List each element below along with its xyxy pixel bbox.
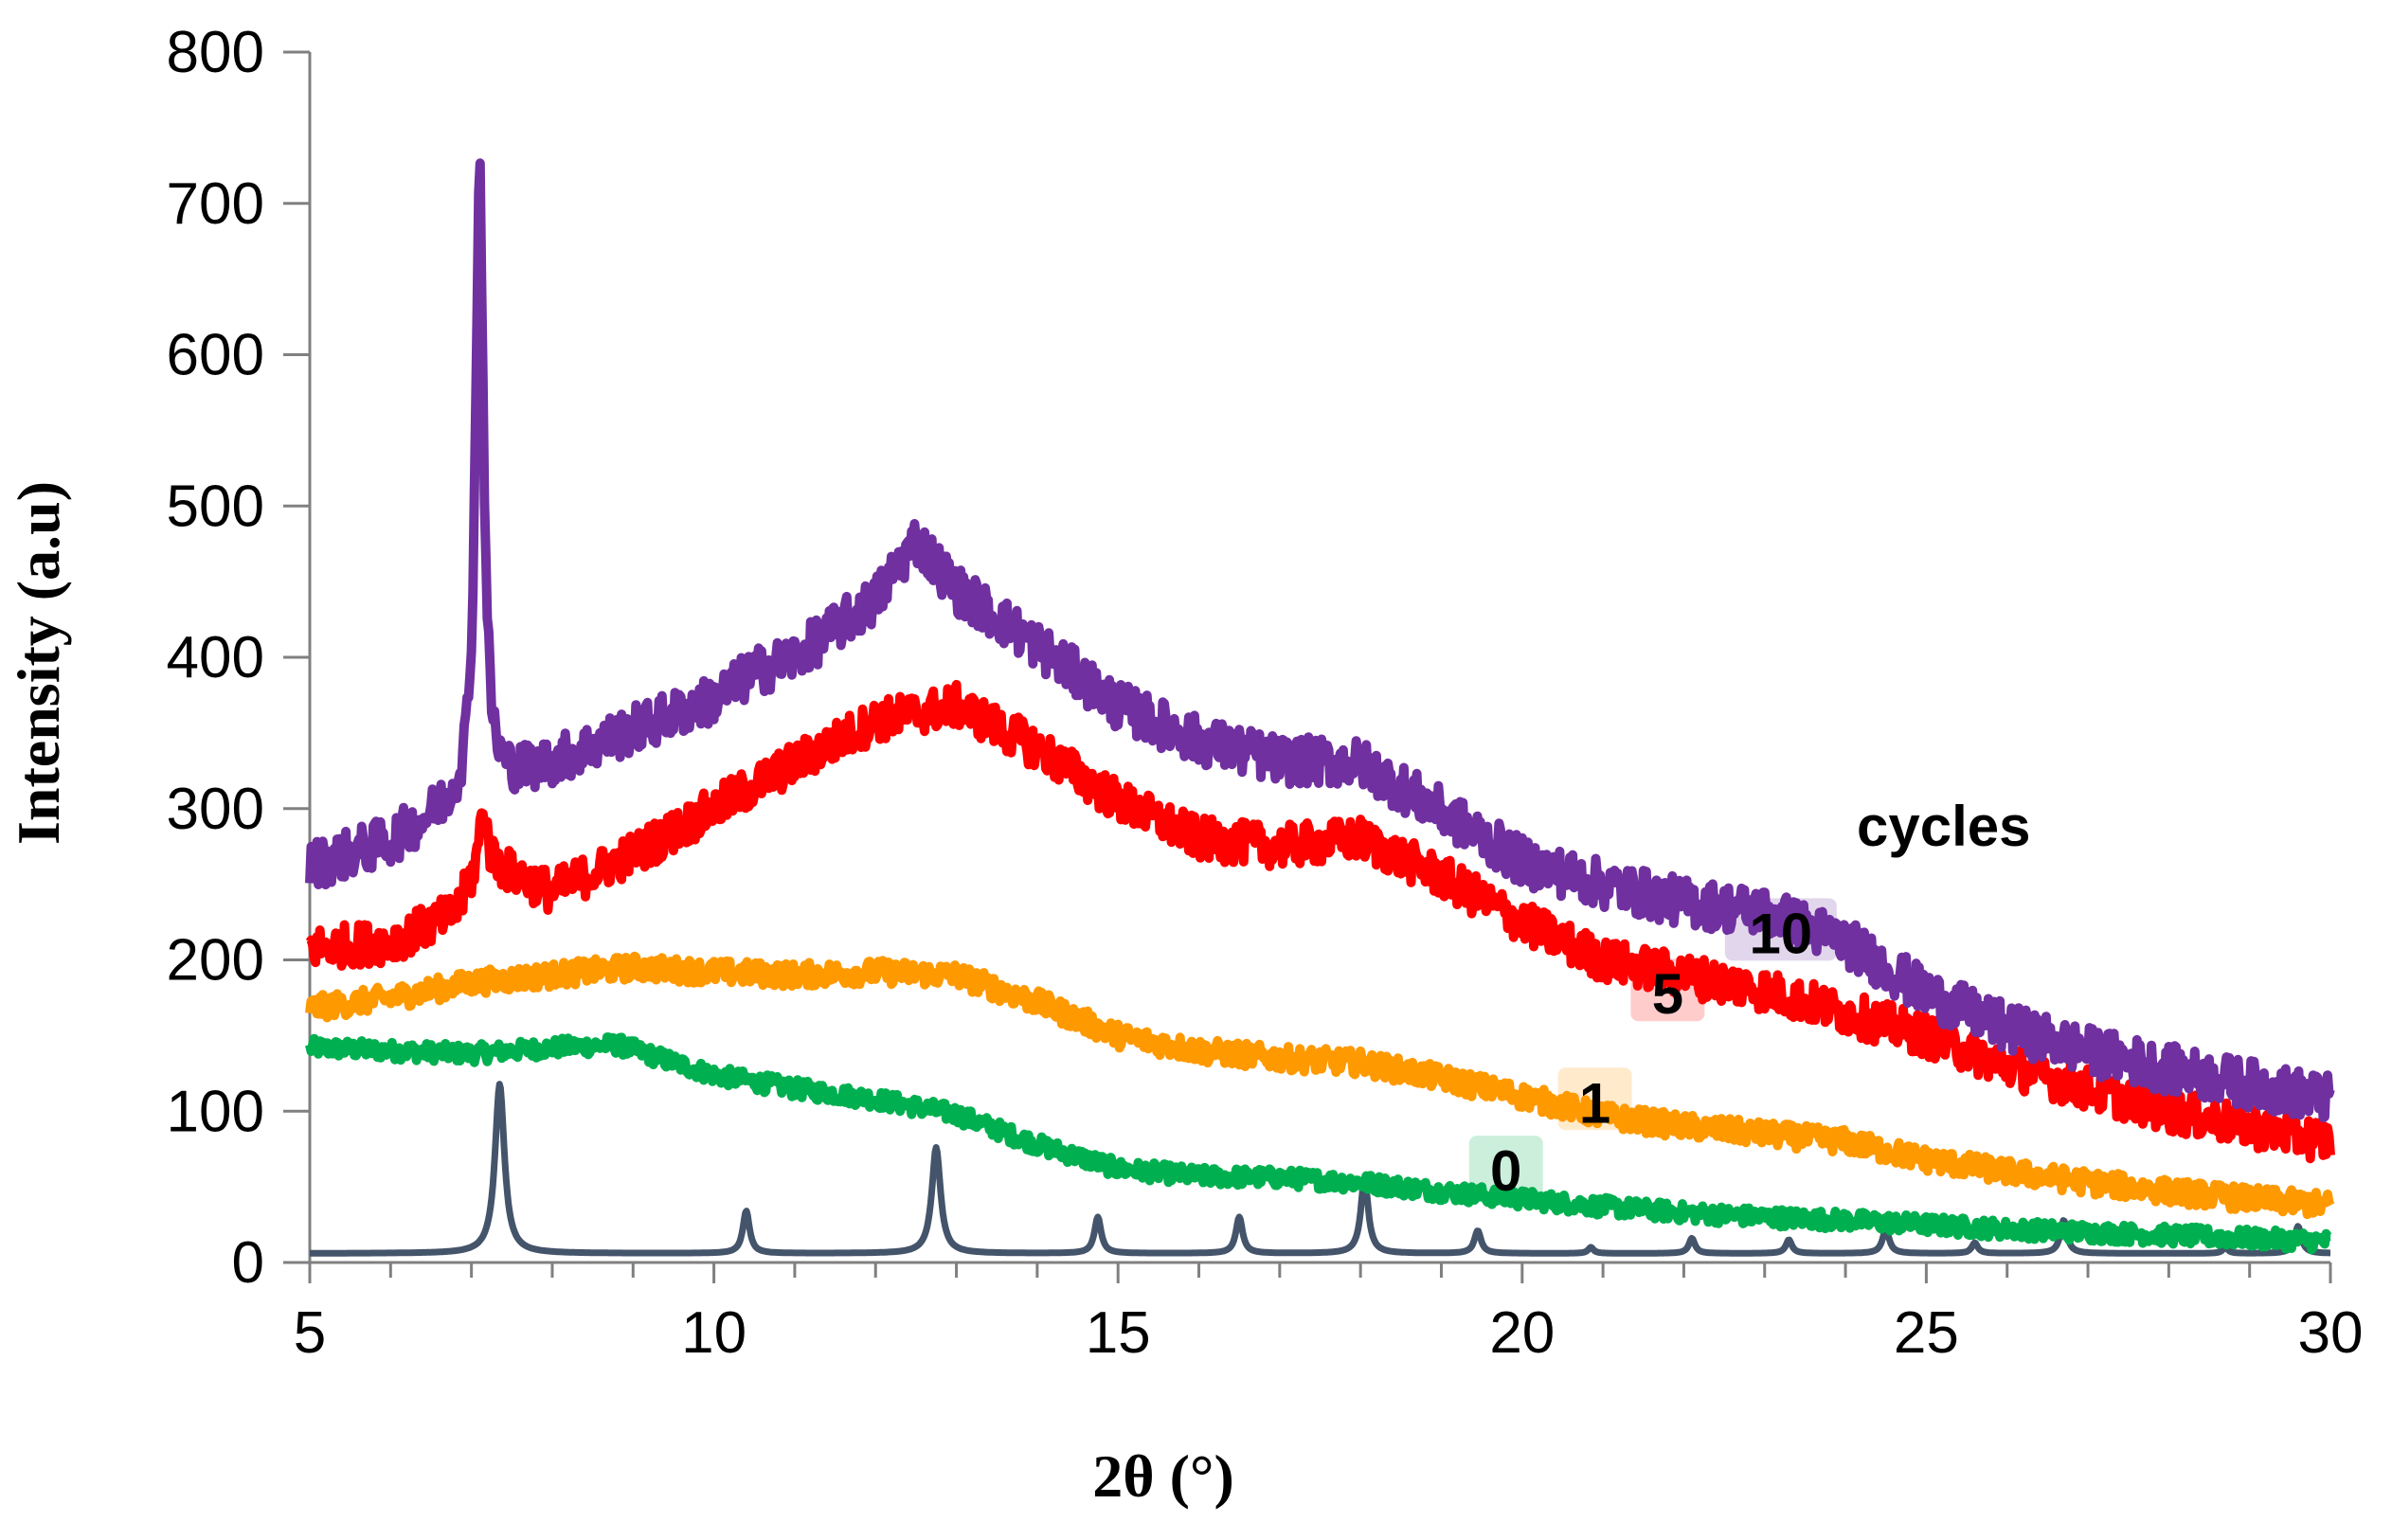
series-label-bg-10 — [1724, 898, 1837, 961]
y-tick-label: 100 — [167, 1079, 264, 1144]
x-tick-label: 20 — [1489, 1300, 1555, 1366]
series-label-5: 5 — [1652, 962, 1683, 1026]
y-tick-label: 200 — [167, 928, 264, 994]
series-line-0 — [305, 1032, 2334, 1255]
y-tick-label: 300 — [167, 777, 264, 842]
series-line-5 — [305, 679, 2335, 1164]
series-label-bg-0 — [1468, 1136, 1543, 1199]
y-tick-label: 700 — [167, 171, 264, 237]
labels: 015 10 — [1468, 898, 1837, 1203]
series-label-0: 0 — [1490, 1139, 1521, 1203]
x-tick-label: 30 — [2298, 1300, 2364, 1366]
y-tick-label: 400 — [167, 625, 264, 690]
x-tick-label: 10 — [681, 1300, 746, 1366]
series-line-reference — [307, 1081, 2333, 1257]
series-label-bg-5 — [1630, 958, 1705, 1022]
x-axis-title: 2θ (°) — [1092, 1442, 1234, 1510]
y-axis-title: Intensity (a.u) — [5, 481, 72, 845]
series-label-10: 10 — [1749, 902, 1812, 965]
x-tick-label: 15 — [1086, 1300, 1151, 1366]
series-label-1: 1 — [1579, 1071, 1610, 1135]
legend-title: cycles — [1857, 795, 2031, 858]
y-tick-label: 500 — [167, 474, 264, 539]
x-tick-label: 5 — [294, 1300, 326, 1366]
series-line-10 — [305, 158, 2335, 1123]
y-tick-label: 800 — [167, 20, 264, 85]
series-group — [305, 158, 2335, 1257]
series-line-1 — [305, 951, 2335, 1220]
x-tick-label: 25 — [1894, 1300, 1959, 1366]
y-tick-label: 600 — [167, 323, 264, 388]
series-label-bg-1 — [1557, 1067, 1632, 1131]
y-tick-label: 0 — [232, 1230, 264, 1296]
